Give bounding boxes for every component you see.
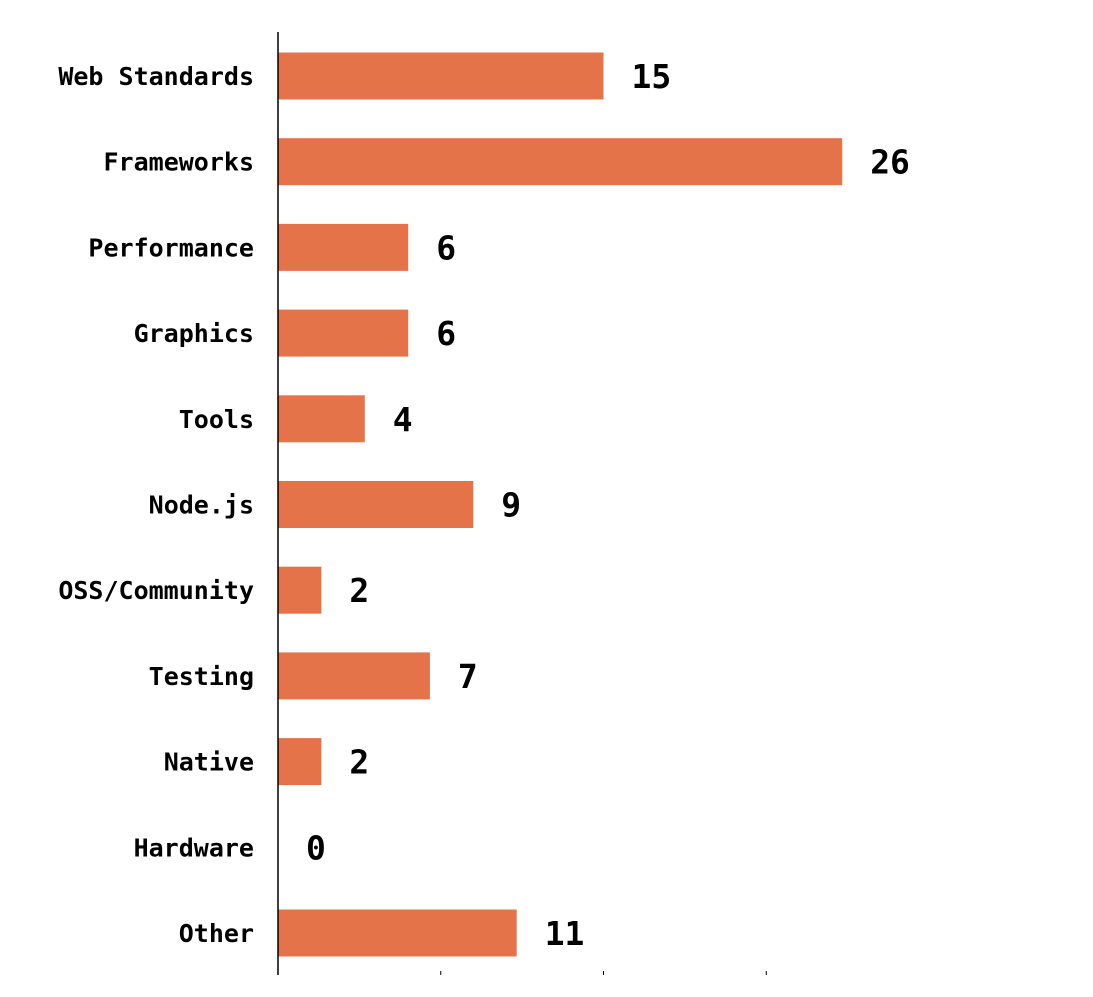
- value-label-oss-community: 2: [349, 571, 369, 610]
- category-label-testing: Testing: [149, 662, 254, 691]
- category-label-performance: Performance: [88, 233, 254, 262]
- category-label-oss-community: OSS/Community: [58, 576, 254, 605]
- value-labels-group: 15 26 6 6 4 9 2 7 2 0 11: [306, 57, 910, 953]
- value-label-tools: 4: [393, 400, 413, 439]
- bar-native: [278, 738, 322, 786]
- category-label-graphics: Graphics: [134, 319, 254, 348]
- value-label-frameworks: 26: [870, 143, 910, 182]
- value-label-hardware: 0: [306, 828, 326, 867]
- category-label-tools: Tools: [179, 405, 254, 434]
- category-label-hardware: Hardware: [134, 833, 254, 862]
- value-label-other: 11: [545, 914, 585, 953]
- bars-group: [278, 52, 843, 957]
- bar-other: [278, 909, 517, 957]
- value-label-graphics: 6: [436, 314, 456, 353]
- x-axis-ticks: [440, 971, 767, 975]
- category-label-frameworks: Frameworks: [103, 148, 254, 177]
- bar-testing: [278, 652, 430, 700]
- value-label-web-standards: 15: [632, 57, 672, 96]
- bar-graphics: [278, 309, 409, 357]
- value-label-performance: 6: [436, 228, 456, 267]
- value-label-testing: 7: [458, 657, 478, 696]
- category-label-other: Other: [179, 919, 254, 948]
- category-label-web-standards: Web Standards: [58, 62, 254, 91]
- bar-web-standards: [278, 52, 604, 100]
- category-labels-group: Web Standards Frameworks Performance Graphi…: [58, 62, 254, 948]
- bar-frameworks: [278, 138, 843, 186]
- bar-tools: [278, 395, 365, 443]
- value-label-native: 2: [349, 743, 369, 782]
- category-label-node-js: Node.js: [149, 491, 254, 520]
- bar-performance: [278, 223, 409, 271]
- category-label-native: Native: [164, 748, 254, 777]
- bar-oss-community: [278, 566, 322, 614]
- value-label-node-js: 9: [501, 486, 521, 525]
- bar-node-js: [278, 481, 474, 528]
